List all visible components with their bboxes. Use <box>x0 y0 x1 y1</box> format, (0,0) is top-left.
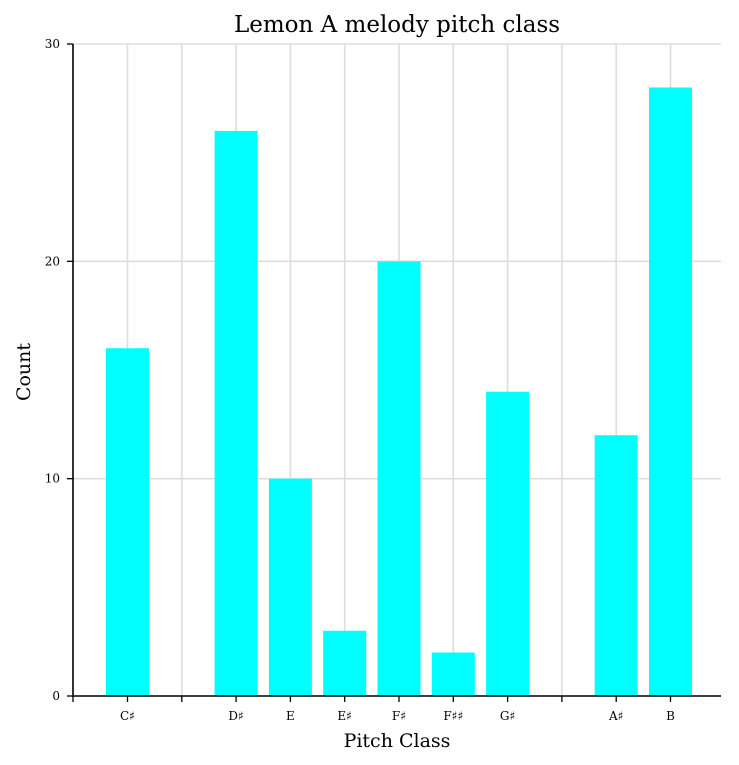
x-axis-label: Pitch Class <box>344 730 451 752</box>
bar <box>268 478 312 696</box>
bar <box>214 130 258 696</box>
x-tick-label: D♯ <box>228 709 243 723</box>
bar <box>106 348 149 696</box>
bars <box>106 87 692 696</box>
x-tick-label: F♯♯ <box>443 709 463 723</box>
y-axis-label: Count <box>13 343 35 401</box>
x-tick-label: B <box>666 709 675 723</box>
bar <box>594 435 638 696</box>
y-tick-label: 30 <box>45 37 60 51</box>
y-tick-label: 10 <box>45 472 60 486</box>
bar <box>323 630 367 696</box>
y-tick-label: 20 <box>45 254 60 268</box>
x-tick-label: A♯ <box>608 709 623 723</box>
bar <box>377 261 421 696</box>
chart-title: Lemon A melody pitch class <box>234 12 560 38</box>
bar <box>649 87 692 696</box>
y-tick-label: 0 <box>52 689 60 703</box>
axes <box>72 44 721 697</box>
bar <box>431 652 475 696</box>
x-tick-label: E <box>286 709 295 723</box>
x-tick-label: C♯ <box>120 709 135 723</box>
x-tick-label: G♯ <box>500 709 515 723</box>
x-tick-label: F♯ <box>392 709 406 723</box>
ticks: 0 10 20 30 C♯ D♯ E E♯ F♯ F♯♯ G♯ A♯ B <box>45 37 675 723</box>
x-tick-label: E♯ <box>337 709 352 723</box>
bar <box>486 391 530 696</box>
